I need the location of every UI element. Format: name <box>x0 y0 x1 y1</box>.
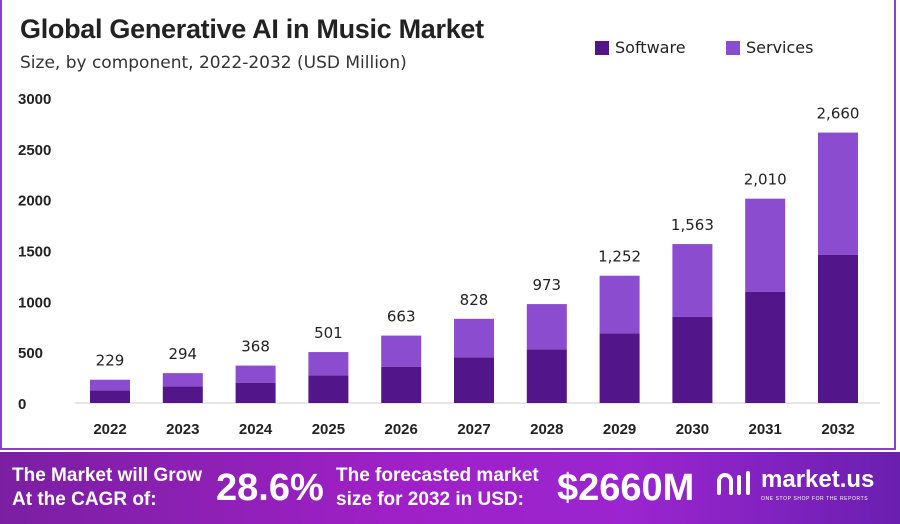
legend-software: Software <box>595 38 686 57</box>
brand-tagline: ONE STOP SHOP FOR THE REPORTS <box>761 496 869 502</box>
legend-label-software: Software <box>615 38 686 57</box>
total-label-2031: 2,010 <box>744 171 787 189</box>
bar-software-2031 <box>745 291 786 403</box>
x-tick-label: 2024 <box>239 421 273 438</box>
bar-chart: 0 500 1000 1500 2000 2500 3000 229 2022 294 2023 36… <box>18 91 880 438</box>
x-tick-label: 2028 <box>530 421 563 438</box>
footer-banner: The Market will Grow At the CAGR of: 28.… <box>0 452 900 524</box>
bar-services-2023 <box>162 373 203 387</box>
bar-services-2027 <box>454 318 494 358</box>
total-label-2027: 828 <box>460 291 489 309</box>
total-label-2022: 229 <box>96 352 125 370</box>
y-tick-label: 1500 <box>18 244 51 261</box>
y-tick-label: 0 <box>18 396 26 413</box>
bar-software-2028 <box>526 349 567 403</box>
bar-software-2025 <box>308 375 349 403</box>
y-tick-label: 1000 <box>18 294 51 311</box>
bar-software-2022 <box>90 390 130 403</box>
cagr-text-line1: The Market will Grow <box>12 465 203 486</box>
bar-software-2024 <box>235 382 276 403</box>
bar-services-2022 <box>90 379 130 391</box>
y-tick-label: 500 <box>18 345 43 362</box>
total-label-2032: 2,660 <box>817 105 860 123</box>
brand-text-block: market.us ONE STOP SHOP FOR THE REPORTS <box>761 466 874 503</box>
total-label-2024: 368 <box>241 338 270 356</box>
total-label-2029: 1,252 <box>598 248 641 266</box>
bar-services-2024 <box>235 365 276 383</box>
cagr-value: 28.6% <box>216 467 324 509</box>
y-tick-label: 3000 <box>18 91 51 108</box>
forecast-text-line1: The forecasted market <box>336 465 539 486</box>
brand-name: market.us <box>761 466 875 493</box>
legend-swatch-software <box>595 40 609 55</box>
bar-services-2025 <box>308 352 349 376</box>
cagr-text-line2: At the CAGR of: <box>12 489 157 510</box>
y-tick-label: 2000 <box>18 193 51 210</box>
bar-services-2028 <box>526 304 567 350</box>
cagr-text: The Market will Grow At the CAGR of: <box>12 464 202 512</box>
y-tick-label: 2500 <box>18 142 51 159</box>
x-tick-label: 2026 <box>385 421 418 438</box>
bar-software-2023 <box>162 386 203 403</box>
forecast-value: $2660M <box>557 467 695 509</box>
bar-software-2027 <box>454 357 494 403</box>
x-tick-label: 2031 <box>749 421 782 438</box>
brand-logo: market.us ONE STOP SHOP FOR THE REPORTS <box>715 466 874 503</box>
bar-software-2026 <box>381 366 422 403</box>
bar-software-2032 <box>818 254 858 403</box>
legend-label-services: Services <box>746 38 814 57</box>
total-label-2023: 294 <box>168 345 197 363</box>
forecast-text-line2: size for 2032 in USD: <box>336 489 524 510</box>
total-label-2025: 501 <box>314 324 343 342</box>
market-us-logo-icon <box>717 470 750 495</box>
bar-services-2031 <box>745 198 786 292</box>
x-tick-label: 2029 <box>603 421 636 438</box>
total-label-2028: 973 <box>532 276 561 294</box>
x-tick-label: 2023 <box>166 421 199 438</box>
legend-swatch-services <box>726 40 740 55</box>
bar-services-2030 <box>672 244 713 317</box>
bar-software-2029 <box>599 333 640 403</box>
total-label-2030: 1,563 <box>671 216 714 234</box>
bar-services-2029 <box>599 275 640 334</box>
chart-subtitle: Size, by component, 2022-2032 (USD Milli… <box>20 53 407 73</box>
forecast-text: The forecasted market size for 2032 in U… <box>336 464 539 512</box>
x-tick-label: 2027 <box>457 421 490 438</box>
x-tick-label: 2030 <box>676 421 709 438</box>
bar-services-2026 <box>381 335 422 367</box>
x-tick-label: 2022 <box>93 421 126 438</box>
bar-software-2030 <box>672 316 713 403</box>
total-label-2026: 663 <box>387 308 416 326</box>
bar-services-2032 <box>818 132 858 255</box>
legend-services: Services <box>726 38 813 57</box>
chart-title: Global Generative AI in Music Market <box>20 14 484 44</box>
x-tick-label: 2025 <box>312 421 345 438</box>
x-tick-label: 2032 <box>821 421 854 438</box>
